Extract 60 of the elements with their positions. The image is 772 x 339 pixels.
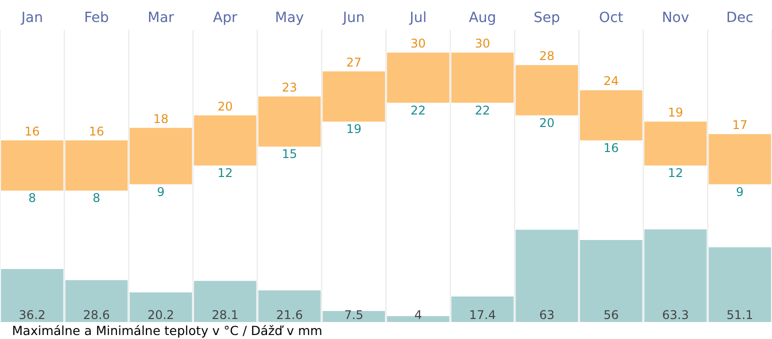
annotation: 9 xyxy=(736,184,744,199)
x-tick-label: Feb xyxy=(84,10,109,26)
bar xyxy=(65,280,128,322)
x-tick-label: Jul xyxy=(408,10,427,26)
annotation: 8 xyxy=(92,191,100,206)
data-label: 56 xyxy=(604,308,619,322)
annotation: 20 xyxy=(218,99,233,114)
annotation: 8 xyxy=(28,191,36,206)
bar xyxy=(1,269,64,322)
x-tick-label: Mar xyxy=(148,10,174,26)
annotation: 15 xyxy=(282,147,298,162)
x-tick-label: Aug xyxy=(468,10,496,26)
x-tick-label: Jun xyxy=(342,10,365,26)
annotation: 22 xyxy=(410,103,426,118)
bar xyxy=(644,229,707,322)
bar xyxy=(194,280,256,322)
data-label: 21.6 xyxy=(276,308,303,322)
bar xyxy=(580,240,642,322)
x-tick-label: Oct xyxy=(599,10,624,26)
data-label: 4 xyxy=(414,308,422,322)
annotation: 16 xyxy=(88,124,104,138)
bar xyxy=(258,290,321,322)
annotation: 30 xyxy=(410,36,426,51)
annotation: 22 xyxy=(474,103,490,118)
data-label: 63.3 xyxy=(662,308,689,322)
annotation: 30 xyxy=(474,36,490,51)
data-label: 51.1 xyxy=(726,308,754,322)
x-tick-label: Sep xyxy=(534,10,560,26)
annotation: 19 xyxy=(668,106,684,120)
bar xyxy=(130,292,192,322)
data-label: 7.5 xyxy=(344,308,364,322)
x-tick-label: Dec xyxy=(726,10,754,26)
data-label: 28.6 xyxy=(83,308,110,322)
annotation: 23 xyxy=(282,80,298,95)
annotation: 16 xyxy=(24,124,40,138)
bar xyxy=(322,311,385,322)
annotation: 18 xyxy=(153,112,168,126)
annotation: 24 xyxy=(604,74,619,88)
data-label: 17.4 xyxy=(469,308,496,322)
x-tick-label: Jan xyxy=(20,10,43,26)
text: Maximálne a Minimálne teploty v °C / Dážď v mm xyxy=(12,323,322,338)
bar xyxy=(708,247,771,322)
annotation: 27 xyxy=(346,55,362,70)
annotation: 19 xyxy=(346,122,362,136)
data-label: 20.2 xyxy=(147,308,174,322)
x-tick-label: May xyxy=(275,10,304,26)
annotation: 17 xyxy=(732,118,748,132)
data-label: 63 xyxy=(539,308,554,322)
annotation: 9 xyxy=(157,184,165,199)
data-label: 36.2 xyxy=(18,308,46,322)
bar xyxy=(516,230,578,322)
annotation: 20 xyxy=(539,116,554,130)
annotation: 28 xyxy=(539,49,554,64)
bar xyxy=(451,296,514,322)
annotation: 12 xyxy=(218,166,233,180)
annotation: 16 xyxy=(604,140,619,155)
annotation: 12 xyxy=(668,166,684,180)
data-label: 28.1 xyxy=(212,308,239,322)
x-tick-label: Nov xyxy=(662,10,690,26)
x-tick-label: Apr xyxy=(213,10,238,26)
